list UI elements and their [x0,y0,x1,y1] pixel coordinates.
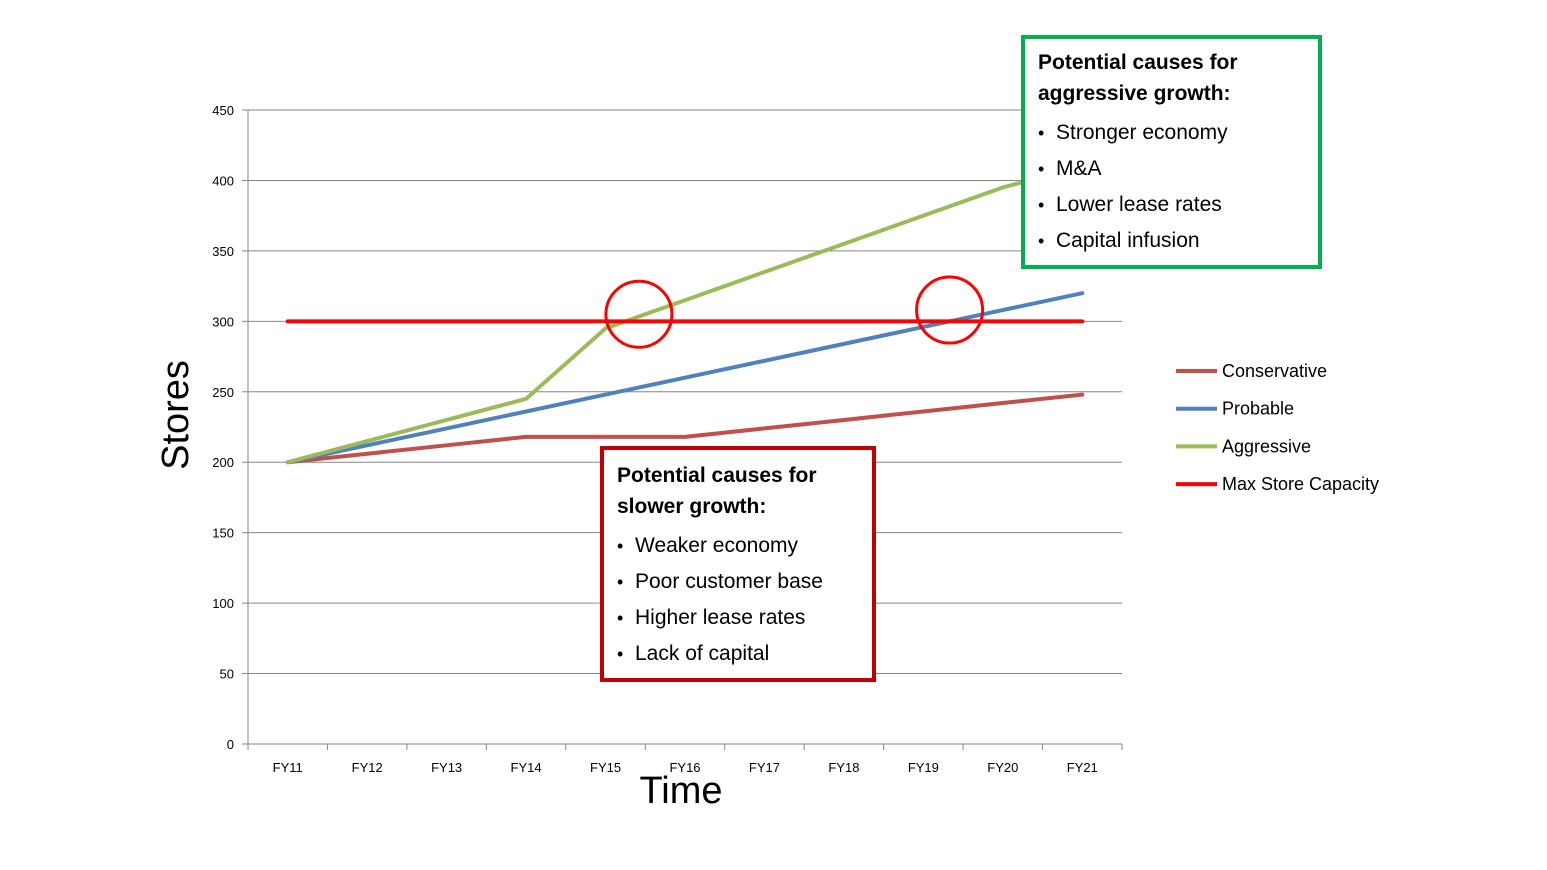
legend-label-aggressive: Aggressive [1222,436,1311,456]
list-item: Higher lease rates [617,600,872,636]
list-item: M&A [1038,151,1318,187]
y-axis-title: Stores [155,360,197,470]
legend-label-conservative: Conservative [1222,361,1327,381]
list-item: Poor customer base [617,564,872,600]
callout-list: Stronger economy M&A Lower lease rates C… [1038,115,1318,259]
callout-title: Potential causes for aggressive growth: [1038,47,1318,109]
y-tick-label: 400 [212,173,234,188]
y-tick-label: 350 [212,244,234,259]
y-tick-label: 450 [212,103,234,118]
callout-title-line1: Potential causes for [617,464,817,487]
axes [247,110,1123,750]
y-tick-label: 300 [212,314,234,329]
callout-slower-growth: Potential causes for slower growth: Weak… [600,446,876,682]
highlight-circle [604,279,674,349]
x-tick-label: FY14 [511,760,542,775]
list-item: Lower lease rates [1038,187,1318,223]
y-tick-label: 0 [227,737,234,752]
series-line-conservative [285,392,1085,465]
legend: Conservative Probable Aggressive Max Store … [1176,361,1379,494]
list-item: Stronger economy [1038,115,1318,151]
y-tick-labels: 0 50 100 150 200 250 300 350 400 450 [212,103,234,752]
legend-label-max-store-capacity: Max Store Capacity [1222,474,1379,494]
y-tick-label: 150 [212,526,234,541]
x-tick-label: FY11 [273,760,303,775]
y-tick-label: 250 [212,385,234,400]
callout-title-line2: slower growth: [617,495,767,518]
highlight-circles [604,275,985,349]
x-tick-label: FY18 [828,760,859,775]
x-tick-label: FY15 [590,760,621,775]
x-tick-label: FY21 [1067,760,1098,775]
series-lines [285,164,1085,465]
series-line-aggressive [285,164,1085,465]
x-axis-title: Time [639,770,722,812]
x-tick-label: FY17 [749,760,780,775]
list-item: Lack of capital [617,636,872,672]
x-tick-label: FY12 [352,760,383,775]
y-tick-label: 200 [212,455,234,470]
list-item: Capital infusion [1038,223,1318,259]
callout-list: Weaker economy Poor customer base Higher… [617,528,872,672]
callout-aggressive-growth: Potential causes for aggressive growth: … [1021,35,1322,269]
highlight-circle [915,275,985,345]
list-item: Weaker economy [617,528,872,564]
y-tick-label: 50 [220,667,234,682]
x-tick-labels: FY11 FY12 FY13 FY14 FY15 FY16 FY17 FY18 FY19 FY20… [273,760,1098,775]
x-tick-label: FY20 [987,760,1018,775]
x-tick-label: FY16 [669,760,700,775]
y-tick-label: 100 [212,596,234,611]
x-tick-label: FY19 [908,760,939,775]
callout-title: Potential causes for slower growth: [617,460,872,522]
x-tick-label: FY13 [431,760,462,775]
callout-title-line1: Potential causes for [1038,51,1238,74]
legend-label-probable: Probable [1222,399,1294,419]
callout-title-line2: aggressive growth: [1038,82,1231,105]
